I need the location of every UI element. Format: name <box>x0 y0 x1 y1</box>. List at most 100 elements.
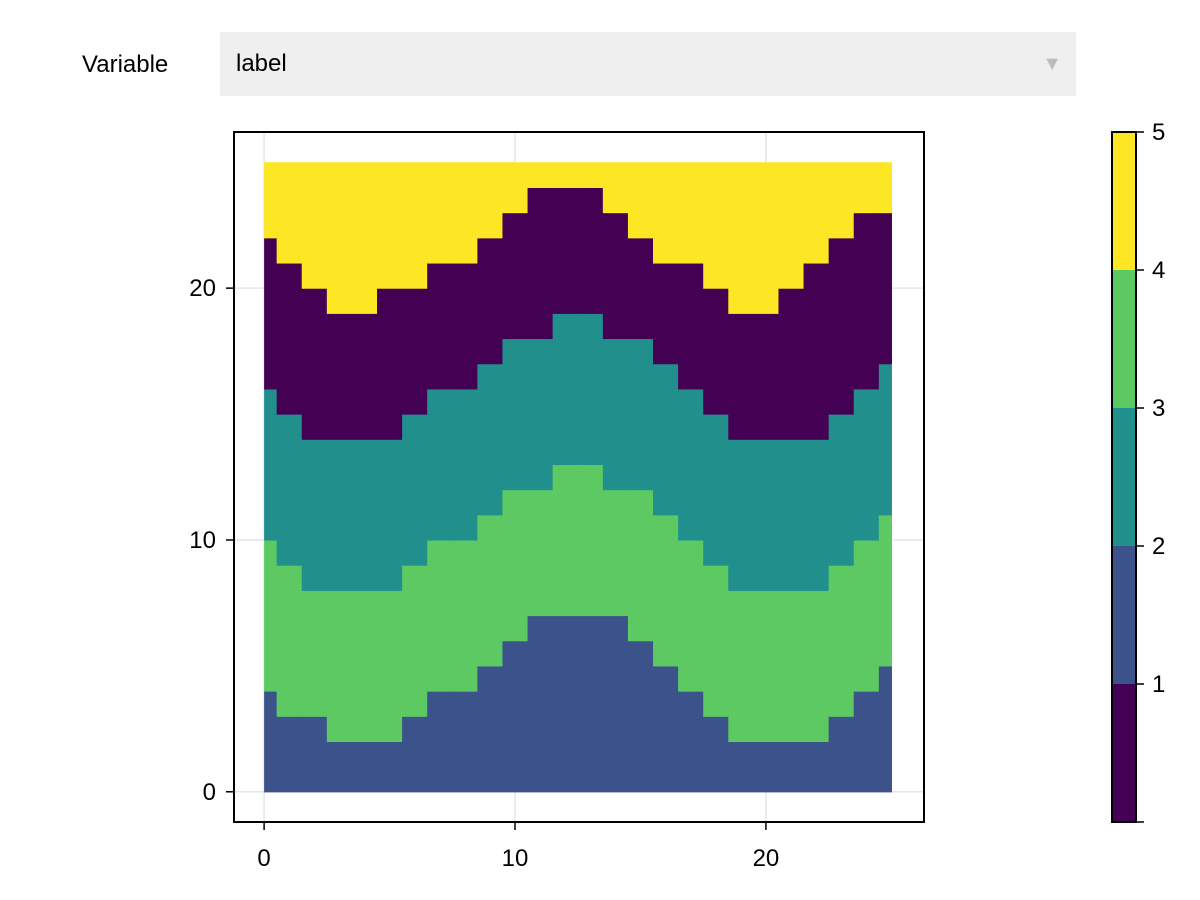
heatmap-cell <box>577 313 604 466</box>
heatmap-cell <box>326 313 353 440</box>
heatmap-cell <box>527 162 554 189</box>
heatmap-cell <box>276 162 303 264</box>
colorbar-segment <box>1112 408 1136 546</box>
heatmap-cell <box>264 388 278 541</box>
heatmap-cell <box>828 565 855 717</box>
heatmap-cell <box>653 514 679 667</box>
colorbar-frame <box>1111 131 1137 823</box>
heatmap-cell <box>878 162 892 214</box>
heatmap-cell <box>452 388 478 541</box>
heatmap-cell <box>351 162 378 314</box>
heatmap-cell <box>853 691 880 793</box>
heatmap-cell <box>653 363 679 516</box>
heatmap-cell <box>264 539 278 692</box>
y-tick-label: 0 <box>203 779 216 806</box>
heatmap-cell <box>703 162 729 289</box>
heatmap-cell <box>602 338 629 491</box>
heatmap-cell <box>753 313 780 440</box>
heatmap-cell <box>878 514 892 667</box>
variable-dropdown[interactable]: label ▼ <box>220 32 1076 96</box>
heatmap-cell <box>602 212 629 340</box>
dropdown-selected-value: label <box>236 50 287 77</box>
x-tick-label: 20 <box>753 845 780 872</box>
heatmap-cell <box>627 162 654 239</box>
heatmap-cell <box>351 313 378 440</box>
heatmap-cell <box>552 615 579 793</box>
heatmap-cell <box>264 237 278 390</box>
heatmap-cell <box>828 716 855 793</box>
heatmap-cell <box>477 514 504 667</box>
colorbar-segment <box>1112 684 1136 822</box>
heatmap-cell <box>552 187 579 314</box>
heatmap-cell <box>703 716 729 793</box>
heatmap-cell <box>402 288 428 415</box>
heatmap-cell <box>264 691 278 793</box>
heatmap-cell <box>728 162 754 314</box>
heatmap-cell <box>778 162 805 289</box>
heatmap-cell <box>402 565 428 717</box>
heatmap-cell <box>326 590 353 743</box>
heatmap-cell <box>753 741 780 793</box>
heatmap-cell <box>803 262 830 440</box>
heatmap-cell <box>653 162 679 264</box>
heatmap-cell <box>402 716 428 793</box>
heatmap-cell <box>803 439 830 591</box>
heatmap-cell <box>753 162 780 314</box>
colorbar-tick-label: 3 <box>1152 395 1165 422</box>
heatmap-cell <box>527 489 554 617</box>
heatmap-cell <box>301 439 328 591</box>
heatmap-cells <box>264 162 892 793</box>
plot-frame <box>233 131 925 823</box>
heatmap-cell <box>377 162 403 289</box>
heatmap-cell <box>653 665 679 793</box>
heatmap-cell <box>527 338 554 491</box>
heatmap-cell <box>326 439 353 591</box>
heatmap-cell <box>527 615 554 793</box>
heatmap-cell <box>602 615 629 793</box>
heatmap-cell <box>402 162 428 289</box>
heatmap-cell <box>778 590 805 743</box>
heatmap-cell <box>853 162 880 214</box>
heatmap-cell <box>301 590 328 717</box>
heatmap-cell <box>427 162 453 264</box>
heatmap-cell <box>678 691 704 793</box>
heatmap-cell <box>264 162 278 239</box>
colorbar: 1 2 3 4 5 <box>1111 119 1165 823</box>
heatmap-cell <box>477 162 504 239</box>
heatmap-cell <box>627 489 654 642</box>
heatmap-cell <box>502 162 529 214</box>
heatmap-cell <box>477 363 504 516</box>
heatmap-cell <box>878 363 892 516</box>
heatmap-cell <box>502 338 529 491</box>
heatmap-cell <box>326 162 353 314</box>
heatmap-cell <box>377 439 403 591</box>
heatmap-cell <box>452 262 478 390</box>
heatmap-cell <box>301 162 328 289</box>
heatmap-cell <box>703 565 729 717</box>
heatmap-cell <box>502 640 529 793</box>
heatmap-cell <box>803 590 830 743</box>
heatmap-cell <box>878 665 892 793</box>
heatmap-cell <box>853 388 880 541</box>
heatmap-cell <box>276 414 303 566</box>
heatmap-cell <box>427 262 453 390</box>
heatmap-cell <box>351 439 378 591</box>
heatmap-cell <box>828 414 855 566</box>
variable-label: Variable <box>82 51 169 78</box>
heatmap-cell <box>627 338 654 491</box>
heatmap-cell <box>301 288 328 440</box>
heatmap-cell <box>627 640 654 793</box>
heatmap-cell <box>803 741 830 793</box>
heatmap-cell <box>678 388 704 541</box>
heatmap-cell <box>728 741 754 793</box>
heatmap-cell <box>678 162 704 264</box>
heatmap-cell <box>452 539 478 692</box>
heatmap-cell <box>452 691 478 793</box>
colorbar-tick-label: 4 <box>1152 257 1165 284</box>
heatmap-cell <box>678 539 704 692</box>
heatmap-cell <box>427 691 453 793</box>
heatmap-cell <box>778 439 805 591</box>
colorbar-tick-label: 2 <box>1152 533 1165 560</box>
heatmap-cell <box>276 716 303 793</box>
